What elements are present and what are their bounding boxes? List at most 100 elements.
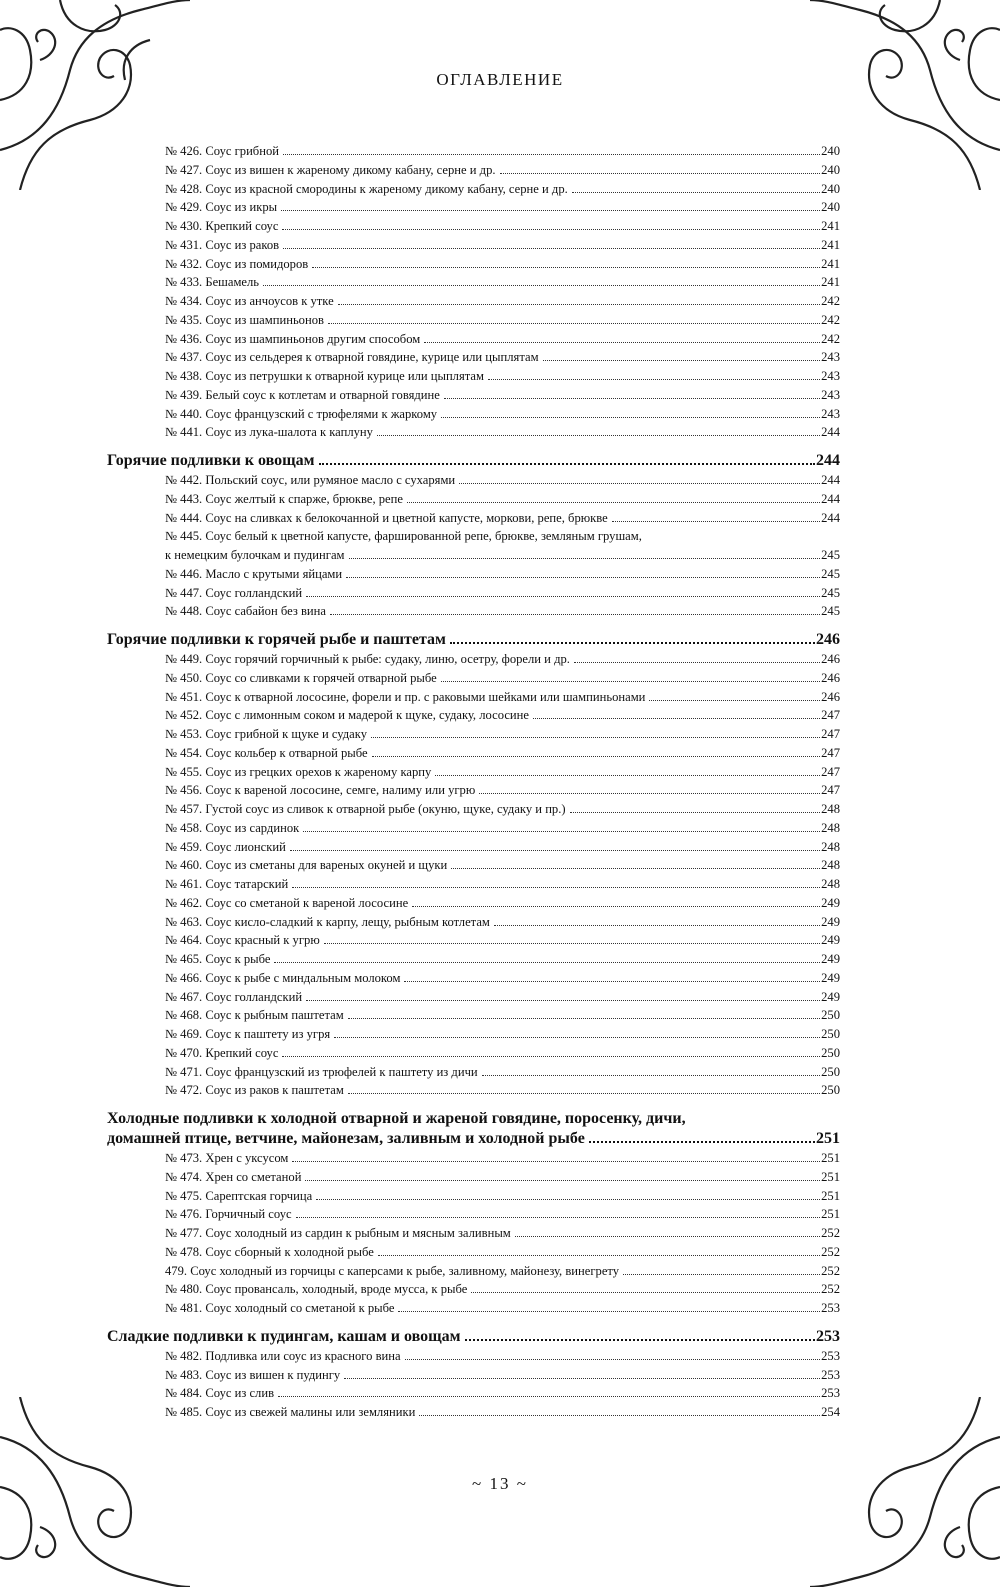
toc-entry[interactable]: № 456. Соус к вареной лососине, семге, н… bbox=[165, 781, 840, 800]
toc-entry[interactable]: № 442. Польский соус, или румяное масло … bbox=[165, 471, 840, 490]
toc-entry-title: № 431. Соус из раков bbox=[165, 237, 280, 252]
dot-leader bbox=[451, 868, 821, 870]
toc-entry-page: 249 bbox=[821, 914, 840, 929]
toc-entry[interactable]: № 440. Соус французский с трюфелями к жа… bbox=[165, 405, 840, 424]
toc-entry[interactable]: № 435. Соус из шампиньонов 242 bbox=[165, 311, 840, 330]
toc-entry[interactable]: № 449. Соус горячий горчичный к рыбе: су… bbox=[165, 650, 840, 669]
toc-entry[interactable]: № 447. Соус голландский 245 bbox=[165, 584, 840, 603]
toc-entry[interactable]: № 461. Соус татарский 248 bbox=[165, 875, 840, 894]
toc-entry-page: 251 bbox=[821, 1151, 840, 1165]
toc-entry-page: 249 bbox=[821, 933, 840, 948]
toc-entry[interactable]: № 427. Соус из вишен к жареному дикому к… bbox=[165, 161, 840, 180]
toc-entry[interactable]: № 467. Соус голландский 249 bbox=[165, 988, 840, 1007]
toc-entry[interactable]: № 430. Крепкий соус 241 bbox=[165, 217, 840, 236]
dot-leader bbox=[404, 1358, 821, 1360]
toc-entry[interactable]: № 444. Соус на сливках к белокочанной и … bbox=[165, 509, 840, 528]
toc-entry[interactable]: № 484. Соус из слив 253 bbox=[165, 1384, 840, 1403]
dot-leader bbox=[569, 812, 821, 813]
toc-entry[interactable]: № 464. Соус красный к угрю 249 bbox=[165, 931, 840, 950]
dot-leader bbox=[371, 737, 821, 738]
toc-entry-page: 240 bbox=[821, 144, 840, 158]
toc-entry[interactable]: № 472. Соус из раков к паштетам 250 bbox=[165, 1081, 840, 1100]
toc-entry[interactable]: № 453. Соус грибной к щуке и судаку 247 bbox=[165, 725, 840, 744]
toc-entry[interactable]: № 463. Соус кисло-сладкий к карпу, лещу,… bbox=[165, 913, 840, 932]
toc-entry[interactable]: № 462. Соус со сметаной к вареной лососи… bbox=[165, 894, 840, 913]
toc-entry[interactable]: № 468. Соус к рыбным паштетам 250 bbox=[165, 1006, 840, 1025]
toc-entry[interactable]: № 433. Бешамель 241 bbox=[165, 273, 840, 292]
toc-entry[interactable]: № 436. Соус из шампиньонов другим способ… bbox=[165, 330, 840, 349]
section-heading[interactable]: Холодные подливки к холодной отварной и … bbox=[107, 1109, 840, 1129]
toc-entry-page: 251 bbox=[821, 1207, 840, 1222]
toc-entry[interactable]: № 470. Крепкий соус 250 bbox=[165, 1044, 840, 1063]
toc-entry[interactable]: № 455. Соус из грецких орехов к жареному… bbox=[165, 763, 840, 782]
toc-entry[interactable]: № 428. Соус из красной смородины к жарен… bbox=[165, 180, 840, 199]
toc-entry-title: № 452. Соус с лимонным соком и мадерой к… bbox=[165, 708, 529, 723]
dot-leader bbox=[459, 483, 821, 484]
toc-entry[interactable]: № 457. Густой соус из сливок к отварной … bbox=[165, 800, 840, 819]
toc-entry-page: 241 bbox=[821, 275, 840, 290]
toc-entry-title: № 470. Крепкий соус bbox=[165, 1045, 279, 1060]
toc-entry[interactable]: № 485. Соус из свежей малины или земляни… bbox=[165, 1403, 840, 1422]
toc-entry[interactable]: № 426. Соус грибной 240 bbox=[165, 142, 840, 161]
toc-entry-title: № 435. Соус из шампиньонов bbox=[165, 312, 324, 327]
toc-entry[interactable]: № 471. Соус французский из трюфелей к па… bbox=[165, 1063, 840, 1082]
toc-entry[interactable]: № 474. Хрен со сметаной 251 bbox=[165, 1168, 840, 1187]
toc-entry[interactable]: № 441. Соус из лука-шалота к каплуну 244 bbox=[165, 423, 840, 442]
toc-entry[interactable]: № 446. Масло с крутыми яйцами 245 bbox=[165, 565, 840, 584]
section-heading-continued[interactable]: домашней птице, ветчине, майонезам, зали… bbox=[107, 1129, 840, 1149]
toc-entry[interactable]: № 448. Соус сабайон без вина 245 bbox=[165, 602, 840, 621]
section-heading[interactable]: Горячие подливки к овощам 244 bbox=[107, 451, 840, 471]
toc-entry[interactable]: № 483. Соус из вишен к пудингу 253 bbox=[165, 1366, 840, 1385]
toc-entry[interactable]: № 432. Соус из помидоров 241 bbox=[165, 255, 840, 274]
toc-entry[interactable]: № 481. Соус холодный со сметаной к рыбе 2… bbox=[165, 1299, 840, 1318]
dot-leader bbox=[278, 1396, 821, 1398]
toc-entry[interactable]: № 476. Горчичный соус 251 bbox=[165, 1205, 840, 1224]
toc-entry-page: 241 bbox=[821, 256, 840, 271]
toc-entry[interactable]: № 478. Соус сборный к холодной рыбе 252 bbox=[165, 1243, 840, 1262]
dot-leader bbox=[376, 435, 821, 437]
toc-entry[interactable]: № 454. Соус кольбер к отварной рыбе 247 bbox=[165, 744, 840, 763]
toc-entry-title: № 460. Соус из сметаны для вареных окуне… bbox=[165, 858, 448, 873]
toc-entry[interactable]: № 482. Подливка или соус из красного вин… bbox=[165, 1347, 840, 1366]
toc-entry-page: 240 bbox=[821, 162, 840, 177]
section-heading[interactable]: Горячие подливки к горячей рыбе и паштет… bbox=[107, 630, 840, 650]
toc-entry-page: 245 bbox=[821, 566, 840, 581]
toc-entry[interactable]: № 469. Соус к паштету из угря 250 bbox=[165, 1025, 840, 1044]
dot-leader bbox=[623, 1273, 821, 1275]
dot-leader bbox=[481, 1074, 821, 1076]
toc-entry[interactable]: № 477. Соус холодный из сардин к рыбным … bbox=[165, 1224, 840, 1243]
toc-entry[interactable]: 479. Соус холодный из горчицы с каперсам… bbox=[165, 1262, 840, 1281]
toc-entry-page: 247 bbox=[821, 745, 840, 760]
toc-entry[interactable]: № 443. Соус желтый к спарже, брюкве, реп… bbox=[165, 490, 840, 509]
toc-entry[interactable]: № 445. Соус белый к цветной капусте, фар… bbox=[165, 527, 840, 565]
toc-entry-page: 248 bbox=[821, 877, 840, 891]
toc-entry-page: 241 bbox=[821, 219, 840, 233]
toc-entry[interactable]: № 473. Хрен с уксусом 251 bbox=[165, 1149, 840, 1168]
dot-leader bbox=[292, 887, 821, 888]
toc-entry[interactable]: № 438. Соус из петрушки к отварной куриц… bbox=[165, 367, 840, 386]
toc-entry-page: 252 bbox=[821, 1244, 840, 1259]
toc-entry-page: 244 bbox=[821, 491, 840, 506]
dot-leader bbox=[282, 1055, 821, 1057]
toc-entry[interactable]: № 439. Белый соус к котлетам и отварной … bbox=[165, 386, 840, 405]
toc-entry[interactable]: № 459. Соус лионский 248 bbox=[165, 838, 840, 857]
toc-entry[interactable]: № 434. Соус из анчоусов к утке 242 bbox=[165, 292, 840, 311]
toc-entry[interactable]: № 465. Соус к рыбе 249 bbox=[165, 950, 840, 969]
toc-entry[interactable]: № 451. Соус к отварной лососине, форели … bbox=[165, 688, 840, 707]
toc-entry[interactable]: № 475. Сарептская горчица 251 bbox=[165, 1187, 840, 1206]
dot-leader bbox=[281, 210, 821, 212]
toc-entry[interactable]: № 480. Соус провансаль, холодный, вроде … bbox=[165, 1280, 840, 1299]
toc-entry[interactable]: № 460. Соус из сметаны для вареных окуне… bbox=[165, 856, 840, 875]
section-heading[interactable]: Сладкие подливки к пудингам, кашам и ово… bbox=[107, 1327, 840, 1347]
toc-entry-title: № 454. Соус кольбер к отварной рыбе bbox=[165, 745, 368, 760]
toc-entry[interactable]: № 458. Соус из сардинок 248 bbox=[165, 819, 840, 838]
toc-entry[interactable]: № 450. Соус со сливками к горячей отварн… bbox=[165, 669, 840, 688]
toc-entry[interactable]: № 429. Соус из икры 240 bbox=[165, 198, 840, 217]
toc-entry[interactable]: № 437. Соус из сельдерея к отварной говя… bbox=[165, 348, 840, 367]
toc-entry[interactable]: № 431. Соус из раков 241 bbox=[165, 236, 840, 255]
toc-entry[interactable]: № 466. Соус к рыбе с миндальным молоком 2… bbox=[165, 969, 840, 988]
toc-entry[interactable]: № 452. Соус с лимонным соком и мадерой к… bbox=[165, 706, 840, 725]
dot-leader bbox=[292, 1161, 821, 1162]
dot-leader bbox=[282, 229, 821, 230]
toc-entry-title: № 484. Соус из слив bbox=[165, 1386, 275, 1401]
